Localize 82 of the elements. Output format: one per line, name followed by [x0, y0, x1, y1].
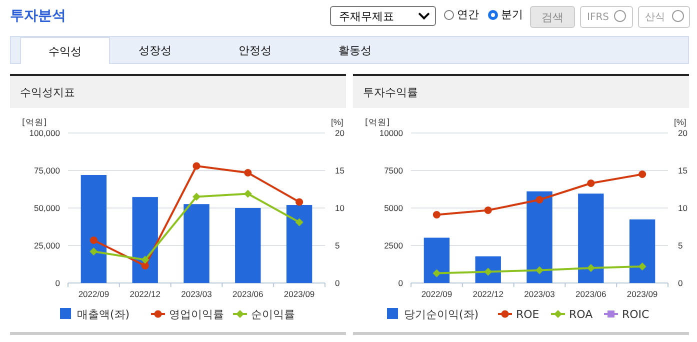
x-tick-label: 2023/09 — [626, 289, 658, 299]
x-tick-label: 2023/06 — [232, 289, 264, 299]
bar — [578, 194, 604, 283]
x-tick-label: 2022/09 — [78, 289, 110, 299]
y2-tick-label: 5 — [678, 240, 683, 250]
point — [141, 262, 149, 270]
legend-label: 영업이익률 — [169, 308, 224, 321]
legend-label: 당기순이익(좌) — [404, 308, 479, 321]
y-tick-label: 0 — [55, 278, 60, 288]
bar — [424, 238, 450, 283]
text: 검색 — [530, 6, 575, 28]
point — [638, 170, 646, 178]
x-tick-label: 2023/06 — [576, 289, 607, 299]
x-tick-label: 2022/09 — [421, 289, 452, 299]
point — [432, 210, 440, 219]
point — [244, 168, 252, 177]
legend-label: 매출액(좌) — [77, 308, 130, 321]
y2-tick-label: 5 — [335, 240, 340, 250]
bar — [286, 205, 312, 283]
text: 분기 — [501, 7, 523, 22]
text: 투자분석 — [10, 7, 66, 25]
y-tick-label: 7500 — [384, 166, 404, 176]
point — [90, 248, 98, 256]
point — [484, 206, 492, 214]
y-tick-label: 5000 — [384, 203, 404, 213]
point — [587, 179, 595, 188]
x-tick-label: 2023/03 — [524, 289, 556, 299]
y2-tick-label: 0 — [678, 278, 683, 288]
y-axis-title: [억원] — [22, 118, 47, 128]
point — [638, 262, 646, 270]
x-tick-label: 2022/12 — [472, 289, 504, 299]
bar — [526, 191, 552, 283]
point — [90, 236, 98, 244]
point — [432, 269, 441, 278]
y-tick-label: 100,000 — [29, 128, 60, 138]
bar — [629, 219, 656, 283]
y2-tick-label: 15 — [678, 166, 688, 176]
bar — [80, 175, 107, 283]
bar — [235, 208, 261, 283]
legend-label: ROA — [569, 308, 594, 321]
text: 활동성 — [338, 43, 372, 59]
y2-tick-label: 0 — [335, 278, 340, 288]
y-tick-label: 2500 — [384, 240, 404, 250]
text: 주재무제표 — [330, 6, 436, 26]
y2-tick-label: 10 — [335, 203, 345, 213]
x-tick-label: 2023/09 — [284, 289, 315, 299]
text: IFRS — [580, 6, 633, 28]
x-tick-label: 2022/12 — [130, 289, 161, 299]
text: 수익성 — [20, 37, 110, 64]
point — [295, 218, 304, 226]
point — [536, 196, 544, 204]
y-tick-label: 75,000 — [34, 166, 60, 176]
y2-tick-label: 20 — [335, 128, 345, 138]
chart-title: 투자수익률 — [363, 86, 418, 99]
text: 산식 — [638, 6, 690, 28]
legend-label: ROIC — [622, 308, 650, 321]
text: 성장성 — [138, 43, 172, 59]
y2-tick-label: 20 — [678, 128, 688, 138]
bar — [184, 204, 210, 283]
y-tick-label: 0 — [398, 278, 404, 288]
y-axis-title: [억원] — [365, 118, 390, 128]
point — [192, 162, 200, 170]
point — [244, 190, 252, 198]
y-tick-label: 10000 — [379, 128, 404, 138]
y2-tick-label: 15 — [335, 166, 345, 176]
y2-tick-label: 10 — [678, 203, 688, 213]
legend-label: ROE — [516, 308, 540, 321]
point — [586, 264, 595, 272]
y-tick-label: 25,000 — [34, 240, 60, 250]
text: 안정성 — [238, 43, 272, 59]
text: 연간 — [457, 7, 479, 22]
point — [296, 198, 304, 206]
bar — [132, 197, 158, 283]
y2-axis-title: [%] — [331, 117, 344, 127]
chart-title: 수익성지표 — [20, 86, 75, 99]
x-tick-label: 2023/03 — [181, 289, 212, 299]
point — [192, 192, 200, 201]
y-tick-label: 50,000 — [34, 203, 60, 213]
point — [536, 266, 544, 274]
legend-label: 순이익률 — [251, 308, 295, 321]
y2-axis-title: [%] — [674, 117, 686, 127]
point — [141, 256, 150, 264]
